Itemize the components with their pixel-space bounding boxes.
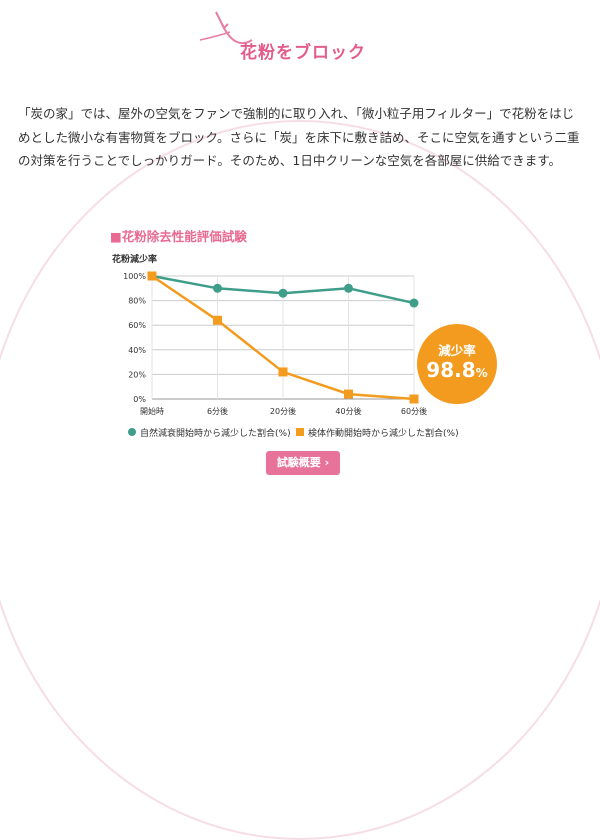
section-title: 花粉をブロック <box>240 43 366 63</box>
reduction-rate-badge: 減少率 98.8% <box>417 324 497 404</box>
arrow-heart-icon <box>199 11 253 44</box>
y-tick-label: 40% <box>128 346 146 355</box>
description-text: 「炭の家」では、屋外の空気をファンで強制的に取り入れ、「微小粒子用フィルター」で… <box>18 106 580 168</box>
data-point-circle <box>213 283 222 293</box>
legend-square-marker <box>296 428 304 436</box>
reduction-rate-number: 98.8 <box>426 358 476 382</box>
data-point-square <box>213 315 222 325</box>
x-tick-label: 20分後 <box>270 406 296 416</box>
data-point-circle <box>344 283 353 293</box>
y-tick-label: 0% <box>133 395 146 404</box>
test-overview-button[interactable]: 試験概要 › <box>266 451 340 475</box>
y-tick-label: 20% <box>128 370 146 379</box>
x-tick-label: 60分後 <box>401 406 427 416</box>
x-tick-label: 6分後 <box>207 406 228 416</box>
legend-item-device: 検体作動開始時から減少した割合(%) <box>296 425 459 439</box>
y-axis-label: 花粉減少率 <box>112 253 157 265</box>
legend-circle-marker <box>128 428 136 436</box>
data-point-circle <box>278 288 288 298</box>
legend-label-natural: 自然減衰開始時から減少した割合(%) <box>140 428 291 439</box>
data-point-circle <box>409 298 419 308</box>
data-point-square <box>344 389 353 399</box>
y-tick-label: 80% <box>128 297 146 306</box>
y-tick-label: 100% <box>123 272 146 281</box>
pollen-removal-chart: 花粉減少率 100% 80% 60% 40% 20% 0% 開始時 6分後 20分後 40分後 60… <box>112 253 427 416</box>
data-point-square <box>147 271 157 281</box>
x-tick-label: 40分後 <box>335 406 361 416</box>
data-point-square <box>278 367 288 377</box>
reduction-rate-unit: % <box>475 366 488 380</box>
reduction-rate-label: 減少率 <box>438 343 476 358</box>
y-tick-label: 60% <box>128 321 146 330</box>
legend-label-device: 検体作動開始時から減少した割合(%) <box>308 428 459 439</box>
data-point-square <box>409 394 419 404</box>
x-tick-label: 開始時 <box>140 406 164 416</box>
legend-item-natural: 自然減衰開始時から減少した割合(%) <box>128 425 291 439</box>
reduction-rate-value: 98.8% <box>417 358 497 382</box>
chart-title: ■花粉除去性能評価試験 <box>110 229 247 244</box>
